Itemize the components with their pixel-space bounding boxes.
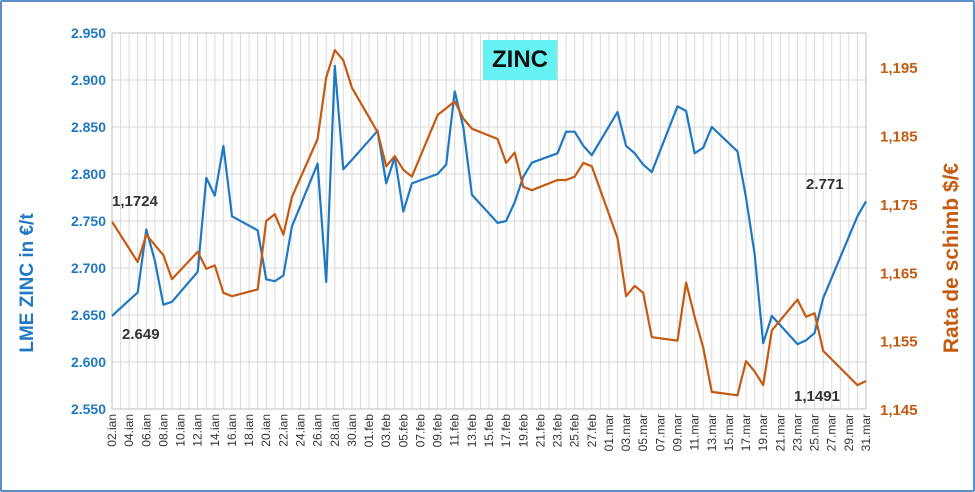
x-tick-label: 04.ian xyxy=(122,414,136,447)
left-axis-ticks: 2.550 2.600 2.650 2.700 2.750 2.800 2.850 2.900… xyxy=(71,25,106,417)
zinc-price-line xyxy=(111,64,867,346)
x-tick-label: 15.mar xyxy=(722,414,736,451)
x-tick-label: 25.feb xyxy=(568,414,582,448)
x-tick-label: 06.ian xyxy=(139,414,153,447)
right-tick-label: 1,185 xyxy=(880,129,918,146)
left-tick-label: 2.700 xyxy=(71,260,106,276)
x-tick-label: 23.feb xyxy=(551,414,565,448)
x-tick-label: 26.ian xyxy=(311,414,325,447)
left-tick-label: 2.800 xyxy=(71,166,106,182)
x-tick-label: 19.feb xyxy=(516,414,530,448)
x-tick-label: 02.ian xyxy=(105,414,119,447)
x-tick-label: 28.ian xyxy=(328,414,342,447)
right-axis-label-box: Rata de schimb $/€ xyxy=(932,148,972,368)
annotation-start-rate: 1,1724 xyxy=(112,193,158,210)
annotation-start-zinc: 2.649 xyxy=(122,326,160,343)
x-tick-label: 29.mar xyxy=(842,414,856,451)
x-tick-label: 30.ian xyxy=(345,414,359,447)
x-tick-label: 07.feb xyxy=(413,414,427,448)
series-lines xyxy=(111,48,867,397)
annotation-end-rate: 1,1491 xyxy=(794,388,840,405)
gridlines xyxy=(111,32,867,410)
x-tick-label: 09.feb xyxy=(431,414,445,448)
x-tick-label: 27.mar xyxy=(825,414,839,451)
x-tick-label: 09.mar xyxy=(671,414,685,451)
x-tick-label: 25.mar xyxy=(808,414,822,451)
x-tick-label: 14.ian xyxy=(208,414,222,447)
x-tick-label: 15.feb xyxy=(482,414,496,448)
x-tick-label: 08.ian xyxy=(156,414,170,447)
x-tick-label: 18.ian xyxy=(242,414,256,447)
left-tick-label: 2.850 xyxy=(71,119,106,135)
x-tick-label: 05.feb xyxy=(396,414,410,448)
x-tick-label: 01.feb xyxy=(362,414,376,448)
x-tick-label: 16.ian xyxy=(225,414,239,447)
x-tick-label: 11.feb xyxy=(448,414,462,447)
x-tick-label: 21.feb xyxy=(533,414,547,448)
x-tick-label: 22.ian xyxy=(276,414,290,447)
right-axis-ticks: 1,145 1,155 1,165 1,175 1,185 1,195 xyxy=(880,60,918,419)
annotation-end-zinc: 2.771 xyxy=(806,176,844,193)
x-tick-label: 24.ian xyxy=(294,414,308,447)
left-tick-label: 2.900 xyxy=(71,72,106,88)
right-tick-label: 1,155 xyxy=(880,334,918,351)
x-tick-label: 07.mar xyxy=(653,414,667,451)
x-tick-label: 20.ian xyxy=(259,414,273,447)
x-tick-label: 11.mar xyxy=(688,414,702,450)
x-tick-label: 17.feb xyxy=(499,414,513,448)
left-tick-label: 2.950 xyxy=(71,25,106,41)
right-axis-label: Rata de schimb $/€ xyxy=(940,162,963,354)
x-tick-label: 27.feb xyxy=(585,414,599,448)
chart-title: ZINC xyxy=(483,40,557,80)
x-tick-label: 13.feb xyxy=(465,414,479,448)
x-tick-label: 10.ian xyxy=(174,414,188,447)
x-tick-label: 05.mar xyxy=(636,414,650,451)
x-tick-label: 12.ian xyxy=(191,414,205,447)
x-tick-label: 03.mar xyxy=(619,414,633,451)
x-tick-label: 17.mar xyxy=(739,414,753,451)
x-tick-label: 01.mar xyxy=(602,414,616,451)
x-tick-label: 21.mar xyxy=(773,414,787,451)
x-tick-label: 19.mar xyxy=(756,414,770,451)
x-axis-ticks: 02.ian 04.ian 06.ian 08.ian 10.ian 12.ian 14.i… xyxy=(105,414,873,452)
left-tick-label: 2.750 xyxy=(71,213,106,229)
x-tick-label: 31.mar xyxy=(859,414,873,451)
exchange-rate-line xyxy=(111,48,867,397)
left-tick-label: 2.650 xyxy=(71,307,106,323)
left-axis-label: LME ZINC in €/t xyxy=(17,213,38,353)
right-tick-label: 1,175 xyxy=(880,197,918,214)
x-tick-label: 03.feb xyxy=(379,414,393,448)
right-tick-label: 1,195 xyxy=(880,60,918,77)
left-tick-label: 2.600 xyxy=(71,354,106,370)
left-axis-label-box: LME ZINC in €/t xyxy=(8,198,48,368)
right-tick-label: 1,165 xyxy=(880,265,918,282)
x-tick-label: 23.mar xyxy=(790,414,804,451)
right-tick-label: 1,145 xyxy=(880,402,918,419)
left-tick-label: 2.550 xyxy=(71,401,106,417)
plot-border xyxy=(111,32,867,410)
x-tick-label: 13.mar xyxy=(705,414,719,451)
